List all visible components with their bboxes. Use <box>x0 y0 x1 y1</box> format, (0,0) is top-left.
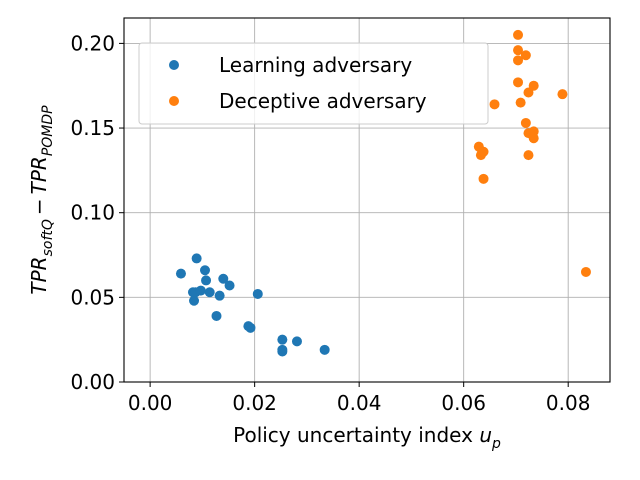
data-point <box>201 275 212 286</box>
x-tick-label: 0.02 <box>232 391 277 415</box>
data-point <box>557 89 568 100</box>
data-point <box>515 97 526 108</box>
x-tick-label: 0.04 <box>337 391 382 415</box>
series-learning <box>175 253 330 357</box>
y-label-base-1: TPR <box>27 256 51 294</box>
x-axis-label-text: Policy uncertainty index <box>233 423 473 447</box>
y-label-operator: − <box>27 198 51 215</box>
data-point <box>528 80 539 91</box>
y-tick-label: 0.05 <box>70 285 115 309</box>
y-axis-label: TPRsoftQ−TPRPOMDP <box>27 105 56 295</box>
data-point <box>277 334 288 345</box>
legend: Learning adversary Deceptive adversary <box>138 42 489 125</box>
data-point <box>513 77 524 88</box>
x-axis-label-math-sub: p <box>491 436 501 452</box>
x-tick-label: 0.00 <box>128 391 173 415</box>
data-point <box>528 133 539 144</box>
data-point <box>513 29 524 40</box>
data-point <box>224 280 235 291</box>
legend-marker-learning <box>169 60 179 70</box>
y-label-sub-1: softQ <box>40 219 56 256</box>
data-point <box>200 265 210 276</box>
data-point <box>252 288 263 299</box>
legend-label-learning: Learning adversary <box>219 53 412 77</box>
data-point <box>214 290 225 301</box>
data-point <box>175 268 186 279</box>
data-point <box>520 50 531 61</box>
y-tick-label: 0.00 <box>70 370 115 394</box>
data-point <box>523 87 534 98</box>
data-point <box>319 344 330 355</box>
x-axis-label-math-base: u <box>479 423 492 447</box>
data-point <box>523 150 534 161</box>
legend-marker-deceptive <box>169 96 179 106</box>
data-point <box>245 322 256 333</box>
data-point <box>218 273 229 284</box>
y-tick-label: 0.20 <box>70 31 115 55</box>
x-tick-label: 0.06 <box>441 391 486 415</box>
axis-ticks: 0.00 0.02 0.04 0.06 0.08 0.00 0.05 0.10 0.15 0.20 <box>70 31 590 415</box>
y-tick-label: 0.15 <box>70 116 115 140</box>
data-point <box>191 253 202 264</box>
y-label-base-2: TPR <box>27 156 51 194</box>
data-point <box>204 287 215 298</box>
data-point <box>513 45 524 56</box>
x-axis-label: Policy uncertainty index up <box>233 423 501 452</box>
legend-box <box>138 42 489 125</box>
data-point <box>513 55 524 66</box>
data-point <box>489 99 500 110</box>
x-tick-label: 0.08 <box>546 391 591 415</box>
data-point <box>520 117 531 128</box>
data-point <box>291 336 302 347</box>
data-point <box>580 266 591 277</box>
y-label-sub-2: POMDP <box>40 105 56 156</box>
axes-frame <box>123 17 611 383</box>
data-point <box>478 146 489 157</box>
series-deceptive <box>473 29 591 277</box>
data-point <box>478 173 489 184</box>
data-point <box>277 346 288 357</box>
y-tick-label: 0.10 <box>70 201 115 225</box>
data-point <box>189 295 200 306</box>
data-point <box>211 310 222 321</box>
legend-label-deceptive: Deceptive adversary <box>219 89 427 113</box>
data-point <box>195 285 206 296</box>
data-points <box>175 29 591 357</box>
